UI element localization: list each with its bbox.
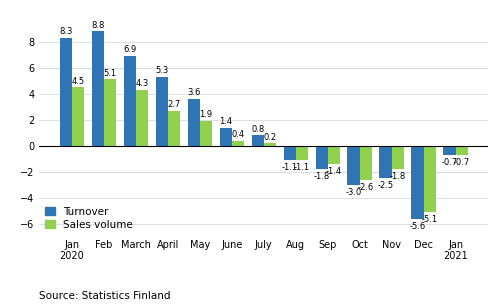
Text: -5.1: -5.1 [422,215,438,224]
Bar [220,128,232,146]
Bar [168,111,180,146]
Text: 0.8: 0.8 [251,125,264,134]
Bar [188,99,200,146]
Text: 3.6: 3.6 [187,88,201,97]
Bar [104,79,116,146]
Bar [136,90,148,146]
Bar [359,146,372,180]
Text: 5.3: 5.3 [155,66,169,75]
Bar [348,146,359,185]
Bar [423,146,436,212]
Bar [443,146,456,155]
Text: -1.1: -1.1 [294,163,310,172]
Bar [232,141,244,146]
Text: 4.3: 4.3 [136,79,148,88]
Bar [380,146,391,178]
Text: 1.4: 1.4 [219,117,232,126]
Bar [316,146,328,169]
Bar [60,38,72,146]
Text: 0.4: 0.4 [231,130,245,139]
Bar [296,146,308,160]
Legend: Turnover, Sales volume: Turnover, Sales volume [45,206,133,230]
Text: 8.8: 8.8 [91,21,105,29]
Text: 2.7: 2.7 [167,100,180,109]
Text: -2.5: -2.5 [378,181,393,190]
Text: 8.3: 8.3 [59,27,72,36]
Bar [283,146,296,160]
Text: 4.5: 4.5 [71,77,85,86]
Bar [92,31,104,146]
Text: -0.7: -0.7 [441,158,458,167]
Text: -2.6: -2.6 [357,183,374,192]
Text: -1.1: -1.1 [282,163,298,172]
Bar [456,146,468,155]
Bar [251,136,264,146]
Bar [264,143,276,146]
Bar [124,56,136,146]
Text: Source: Statistics Finland: Source: Statistics Finland [39,291,171,301]
Bar [391,146,404,169]
Text: -1.8: -1.8 [389,172,406,181]
Text: 1.9: 1.9 [199,110,212,119]
Text: -3.0: -3.0 [346,188,362,197]
Text: 5.1: 5.1 [104,69,116,78]
Text: -5.6: -5.6 [409,222,425,231]
Text: -0.7: -0.7 [454,158,470,167]
Bar [200,121,212,146]
Bar [412,146,423,219]
Bar [156,77,168,146]
Text: 0.2: 0.2 [263,133,277,142]
Text: -1.8: -1.8 [314,172,330,181]
Text: -1.4: -1.4 [326,167,342,176]
Text: 6.9: 6.9 [123,45,137,54]
Bar [328,146,340,164]
Bar [72,87,84,146]
